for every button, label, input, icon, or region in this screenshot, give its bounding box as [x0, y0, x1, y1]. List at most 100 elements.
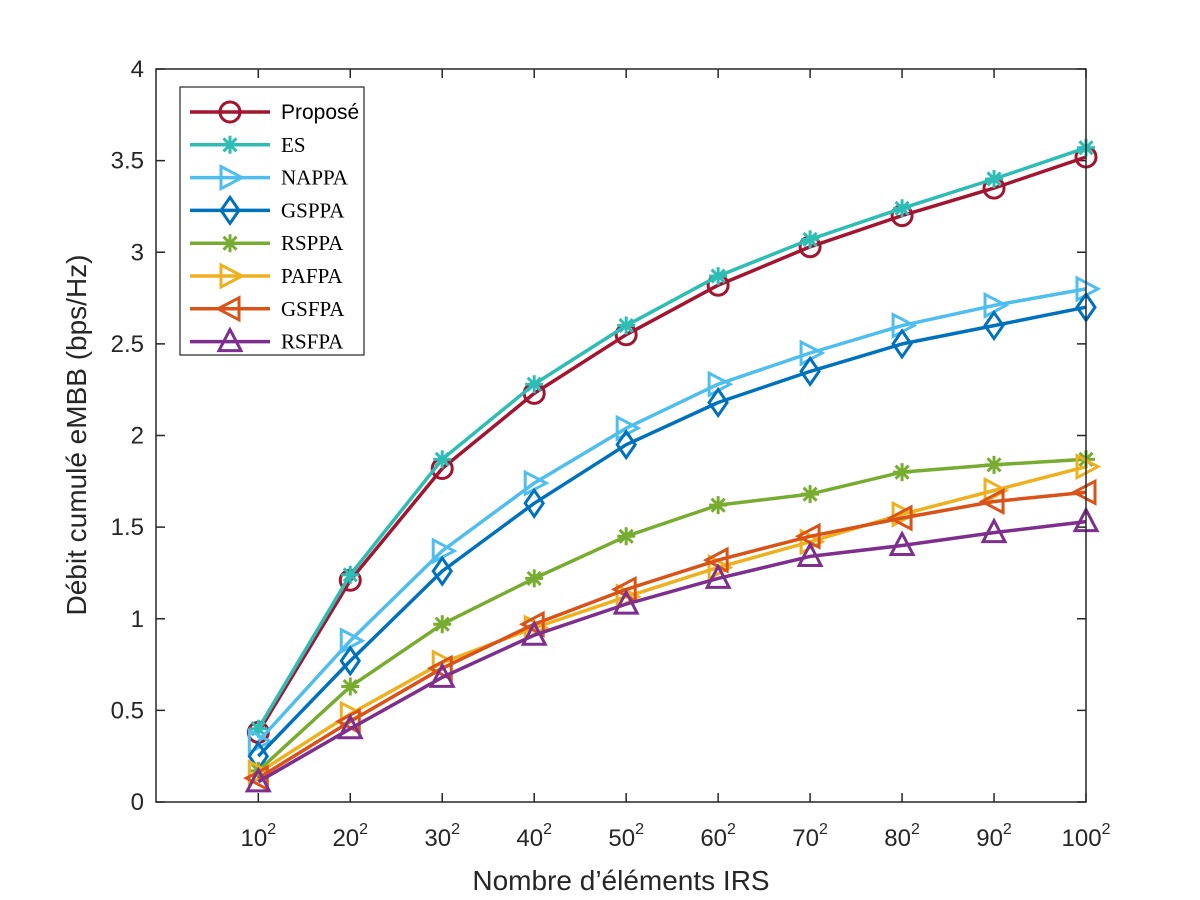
legend-item: PAFPA — [190, 262, 343, 290]
data-point — [341, 677, 360, 696]
tick-labels-layer: 0 0.5 1 1.5 2 2.5 3 3.5 4 102 202 302 402 502 602 702 80… — [111, 56, 1111, 852]
legend-marker — [219, 262, 246, 290]
legend-marker — [218, 100, 242, 124]
legend-marker — [221, 234, 239, 253]
x-tick-label: 1002 — [1062, 821, 1111, 852]
data-point — [1070, 478, 1097, 506]
y-tick-label: 3.5 — [111, 148, 144, 175]
data-point — [983, 309, 1005, 342]
series-line — [256, 155, 1087, 734]
data-point — [891, 500, 918, 528]
x-tick-label: 702 — [792, 821, 828, 852]
legend-label: RSFPA — [281, 330, 344, 354]
data-point — [244, 766, 272, 793]
series-gsppa — [247, 291, 1097, 772]
data-point — [801, 485, 820, 504]
data-point — [428, 662, 456, 688]
series-line — [256, 146, 1087, 730]
x-tick-label: 902 — [976, 821, 1012, 852]
legend-item: RSPPA — [190, 231, 344, 255]
data-point — [891, 328, 913, 360]
legend-label: RSPPA — [281, 231, 344, 255]
x-tick-label: 802 — [884, 821, 920, 852]
legend-label: GSFPA — [281, 297, 345, 321]
series-line — [257, 490, 1087, 780]
data-point — [983, 291, 1010, 319]
data-point — [980, 517, 1008, 544]
data-point — [707, 386, 729, 419]
axes-box — [155, 68, 1087, 803]
data-point — [704, 563, 732, 589]
data-point — [1075, 453, 1102, 481]
x-tick-label: 402 — [516, 821, 552, 852]
data-point — [617, 527, 636, 546]
data-point — [336, 713, 364, 740]
data-point — [431, 555, 454, 587]
legend-label: PAFPA — [281, 264, 343, 288]
data-point — [799, 355, 821, 387]
legend-item: GSPPA — [190, 194, 345, 227]
data-point — [427, 654, 453, 682]
legend-label: Proposé — [281, 101, 359, 124]
x-tick-label: 502 — [608, 821, 644, 852]
data-point — [985, 169, 1004, 188]
data-point — [433, 450, 452, 469]
x-tick-label: 602 — [700, 821, 736, 852]
data-point — [518, 610, 545, 638]
data-point — [612, 588, 640, 615]
data-point — [893, 199, 912, 218]
y-tick-label: 3 — [131, 239, 144, 266]
legend-item: ES — [190, 133, 306, 157]
data-point — [339, 627, 366, 655]
data-point — [702, 546, 729, 574]
series-line — [257, 287, 1087, 743]
data-point — [341, 565, 360, 584]
legend-marker — [219, 164, 246, 192]
legend: Proposé ES NAPPA GSPPA RSPPA PAFPA GSFPA RSFPA — [179, 86, 365, 356]
data-point — [433, 615, 452, 634]
data-point — [335, 707, 361, 735]
data-point — [339, 645, 362, 677]
legend-marker — [219, 194, 241, 227]
x-tick-label: 302 — [424, 821, 460, 852]
data-point — [520, 620, 548, 646]
series-pafpa — [247, 453, 1102, 787]
data-point — [886, 504, 913, 532]
series-line — [257, 519, 1087, 784]
data-point — [523, 469, 550, 497]
data-point — [525, 569, 544, 588]
data-point — [801, 230, 820, 249]
data-point — [431, 537, 458, 565]
legend-item: NAPPA — [190, 164, 349, 192]
series-layer — [243, 138, 1102, 793]
data-point — [525, 375, 544, 394]
data-point — [617, 316, 636, 335]
y-tick-label: 0.5 — [111, 697, 144, 724]
y-axis-title: Débit cumulé eMBB (bps/Hz) — [61, 254, 92, 615]
series-line — [257, 457, 1087, 773]
legend-item: RSFPA — [190, 326, 344, 354]
data-point — [794, 522, 821, 550]
x-tick-label: 202 — [332, 821, 368, 852]
legend-label: ES — [281, 133, 306, 157]
legend-item: Proposé — [190, 100, 359, 124]
series-line — [257, 465, 1087, 775]
data-point — [709, 496, 728, 515]
data-point — [985, 455, 1004, 474]
data-point — [707, 553, 734, 581]
y-tick-label: 4 — [131, 56, 144, 83]
data-point — [796, 541, 824, 567]
y-tick-label: 2.5 — [111, 331, 144, 358]
data-point — [978, 487, 1005, 515]
data-point — [523, 487, 546, 519]
y-tick-label: 2 — [131, 423, 144, 450]
x-tick-label: 102 — [240, 821, 276, 852]
legend-marker — [214, 295, 241, 323]
series-line — [257, 305, 1087, 758]
legend-label: NAPPA — [281, 166, 349, 190]
y-tick-label: 1.5 — [111, 514, 144, 541]
y-tick-label: 0 — [131, 789, 144, 816]
y-tick-label: 1 — [131, 606, 144, 633]
data-point — [615, 429, 637, 461]
